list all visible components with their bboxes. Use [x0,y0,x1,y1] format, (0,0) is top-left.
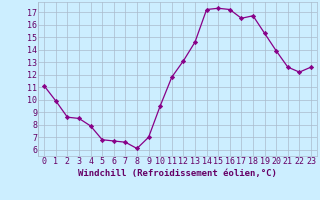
X-axis label: Windchill (Refroidissement éolien,°C): Windchill (Refroidissement éolien,°C) [78,169,277,178]
